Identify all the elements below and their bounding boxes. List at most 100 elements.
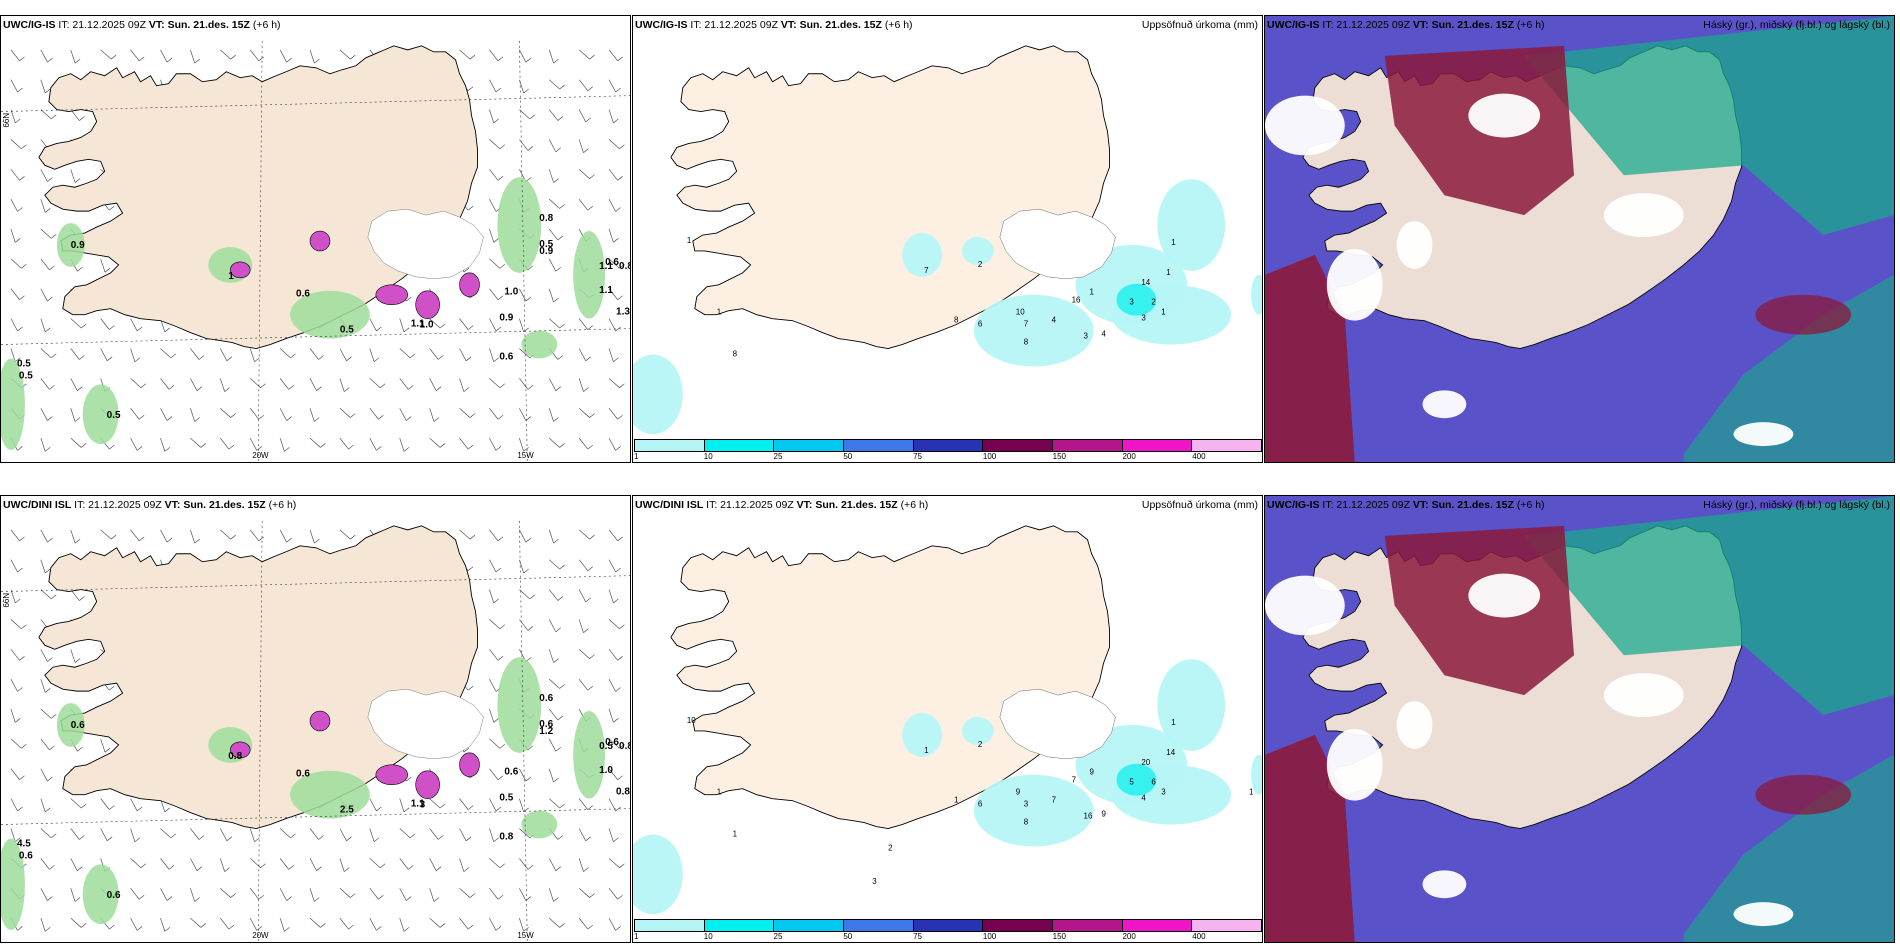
wind-barb	[519, 798, 524, 813]
wind-barb	[608, 199, 616, 212]
wind-barb-flag	[318, 835, 324, 840]
wind-barb-flag	[585, 356, 591, 362]
wind-barb	[160, 888, 168, 901]
wind-barb-flag	[134, 357, 141, 363]
wind-barb	[489, 917, 497, 931]
wind-barb-flag	[585, 117, 591, 123]
wind-barb	[249, 408, 260, 420]
lat-lon-grid	[1, 40, 630, 462]
wind-barb-flag	[49, 865, 55, 870]
wind-barb-flag	[527, 146, 534, 151]
wind-barb	[548, 708, 559, 721]
wind-barb-flag	[164, 447, 171, 452]
wind-barb	[578, 887, 590, 898]
precip-area	[902, 233, 943, 277]
wind-barb	[489, 169, 499, 181]
wind-barb-flag	[194, 538, 200, 544]
wind-barb-flag	[49, 265, 55, 271]
wind-barb-flag	[406, 776, 412, 782]
wind-barb-flag	[47, 416, 53, 421]
wind-barb	[40, 708, 52, 719]
wind-barb	[130, 318, 138, 332]
wind-barb	[429, 318, 441, 329]
wind-barb-flag	[493, 598, 499, 604]
wind-barb	[100, 798, 110, 810]
wind-barb	[40, 79, 46, 94]
model-name: UWC/IG-IS	[1267, 19, 1320, 31]
precip-value: 4	[1102, 330, 1107, 339]
wind-barb	[608, 679, 616, 692]
wind-barb-flag	[493, 718, 499, 723]
wind-barb-flag	[587, 205, 593, 211]
wind-barb-flag	[109, 685, 115, 691]
wind-barb	[70, 858, 78, 871]
precip-value: 4	[1141, 794, 1146, 803]
wind-value: 0.5	[599, 741, 613, 752]
lead-time: (+6 h)	[884, 19, 913, 31]
wind-barb-flag	[525, 537, 532, 543]
wind-barb	[519, 828, 530, 839]
iceland-land	[38, 525, 478, 829]
wind-barb	[339, 378, 345, 392]
gust-area	[1, 838, 25, 931]
wind-barb-flag	[495, 446, 502, 451]
wind-barb	[548, 169, 554, 183]
wind-value: 3	[420, 800, 426, 811]
wind-barb-flag	[373, 357, 380, 363]
wind-barb	[10, 589, 16, 603]
wind-barb	[429, 378, 437, 391]
heavy-precip-area	[1116, 763, 1157, 796]
wind-barb	[578, 139, 584, 153]
wind-barb-flag	[79, 835, 85, 840]
wind-barb-flag	[254, 357, 260, 363]
wind-barb-flag	[44, 568, 51, 574]
wind-barb	[578, 917, 589, 930]
wind-barb	[489, 738, 501, 749]
wind-barb-flag	[51, 594, 57, 600]
wind-value: 0.6	[539, 719, 553, 730]
wind-barb	[489, 679, 497, 692]
wind-barb-flag	[51, 114, 57, 120]
wind-barb	[190, 888, 196, 902]
map-canvas	[1265, 496, 1894, 942]
precip-value: 4	[1052, 316, 1057, 325]
wind-barb-flag	[194, 58, 200, 64]
wind-barb-flag	[344, 867, 350, 872]
wind-barb-flag	[553, 417, 559, 422]
wind-barb-flag	[435, 386, 442, 391]
wind-barb-flag	[224, 387, 230, 392]
precip-value: 3	[1141, 314, 1146, 323]
wind-barb-flag	[559, 84, 565, 90]
wind-barb	[279, 858, 289, 870]
wind-barb	[429, 858, 437, 871]
valid-time-label: VT:	[796, 499, 813, 511]
wind-barb	[279, 888, 287, 901]
wind-barb	[519, 408, 527, 421]
wind-barb-flag	[493, 118, 499, 124]
wind-barb	[548, 49, 554, 64]
wind-barb-flag	[617, 894, 623, 900]
wind-value: 0.6	[71, 720, 85, 731]
wind-barb	[399, 318, 405, 333]
wind-barb-flag	[585, 836, 591, 842]
wind-barb-flag	[49, 385, 55, 390]
wind-barb	[10, 708, 16, 723]
gust-area	[56, 703, 85, 747]
wind-barb	[10, 828, 16, 842]
wind-barb-flag	[469, 893, 476, 898]
wind-barb-flag	[615, 446, 621, 451]
valid-time-label: VT:	[148, 19, 165, 31]
wind-barb-flag	[79, 596, 85, 601]
wind-barb	[578, 798, 589, 810]
wind-barb-flag	[344, 387, 350, 392]
precip-value: 1	[717, 788, 722, 797]
colorbar-segment	[983, 920, 1054, 931]
wind-barb-flag	[617, 176, 623, 181]
wind-barb	[220, 917, 230, 930]
wind-barb	[339, 407, 351, 418]
gust-area	[290, 770, 370, 819]
wind-barb-flag	[613, 598, 619, 604]
wind-barb	[369, 348, 375, 362]
wind-barb-flag	[408, 865, 414, 870]
precip-value: 7	[1024, 320, 1029, 329]
